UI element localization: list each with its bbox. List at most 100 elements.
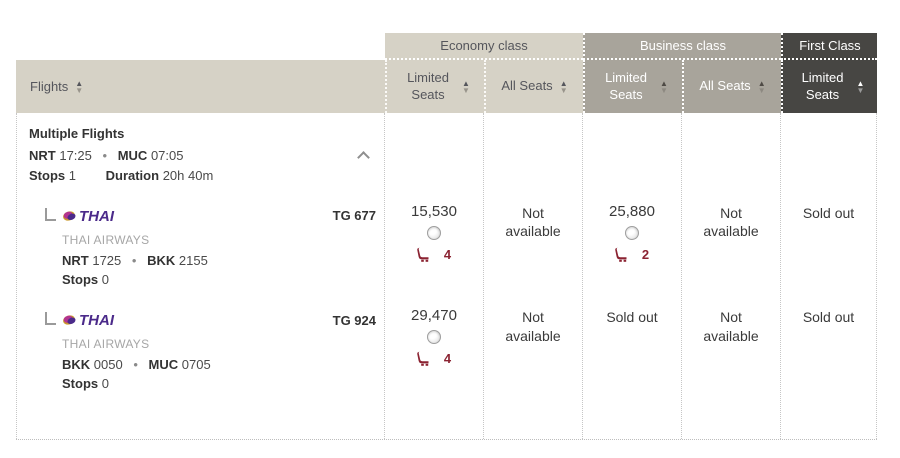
origin-time: 17:25 <box>59 148 92 163</box>
fare-status-text: Sold out <box>802 204 855 221</box>
business-limited-column: 25,880 2 Sold out <box>583 113 682 439</box>
route-separator: • <box>133 357 138 373</box>
svg-text:THAI: THAI <box>79 208 115 225</box>
fare-status-text: Not available <box>505 204 561 239</box>
fare-sold-out: Sold out <box>781 300 876 439</box>
origin-code: BKK <box>62 357 91 373</box>
class-header-spacer <box>16 33 385 60</box>
first-limited-seats-header[interactable]: Limited Seats ▲ ▼ <box>781 60 877 113</box>
economy-all-seats-label: All Seats <box>501 78 553 94</box>
stops-value: 1 <box>68 168 76 183</box>
fare-unavailable: Not available <box>682 300 780 439</box>
fare-price: 29,470 <box>411 307 457 325</box>
empty-cell <box>484 113 582 196</box>
destination-time: 2155 <box>178 252 208 268</box>
fare-status-text: Sold out <box>606 309 658 326</box>
sort-arrows-icon[interactable]: ▲ ▼ <box>660 78 668 95</box>
stops-label: Stops <box>62 376 99 392</box>
sort-arrows-icon[interactable]: ▲ ▼ <box>75 78 84 95</box>
business-all-column: Not available Not available <box>682 113 781 439</box>
group-stops-duration: Stops 1 Duration 20h 40m <box>29 168 372 183</box>
fare-status-text: Not available <box>703 309 759 344</box>
business-class-header: Business class <box>583 33 781 60</box>
seat-icon <box>417 247 429 262</box>
flight-number: TG 677 <box>332 208 376 224</box>
economy-all-column: Not available Not available <box>484 113 583 439</box>
radio-button[interactable] <box>625 225 639 240</box>
stops-value: 0 <box>101 376 109 392</box>
flights-header-label: Flights <box>30 79 69 94</box>
route-separator: • <box>102 148 108 163</box>
fare-price: 15,530 <box>411 202 457 220</box>
radio-button[interactable] <box>427 330 441 345</box>
flight-route: NRT 1725 • BKK 2155 <box>62 253 376 268</box>
empty-cell <box>583 113 681 196</box>
stops-value: 0 <box>101 271 109 287</box>
origin-time: 1725 <box>92 252 122 268</box>
connector-icon <box>45 207 56 221</box>
economy-all-seats-header[interactable]: All Seats ▲ ▼ <box>484 60 583 113</box>
fare-option[interactable]: 15,530 4 <box>385 196 483 301</box>
business-limited-seats-label: Limited Seats <box>605 70 647 102</box>
empty-cell <box>385 113 483 196</box>
economy-class-header: Economy class <box>385 33 583 60</box>
economy-class-label: Economy class <box>440 38 528 53</box>
sort-arrows-icon[interactable]: ▲ ▼ <box>757 78 766 95</box>
group-title: Multiple Flights <box>29 126 125 141</box>
thai-airways-logo: THAI <box>63 208 115 225</box>
seats-remaining: 4 <box>443 246 452 262</box>
sort-arrows-icon[interactable]: ▲ ▼ <box>856 78 865 95</box>
fare-comparison-table: Economy class Business class First Class… <box>16 33 877 440</box>
fare-status-text: Sold out <box>802 309 855 326</box>
radio-button[interactable] <box>427 225 441 240</box>
fare-sold-out: Sold out <box>781 196 876 301</box>
origin-code: NRT <box>29 148 56 163</box>
sort-arrows-icon[interactable]: ▲ ▼ <box>559 78 568 95</box>
sort-arrows-icon[interactable]: ▲ ▼ <box>462 78 470 95</box>
flights-column-header[interactable]: Flights ▲ ▼ <box>16 60 385 113</box>
first-limited-seats-label: Limited Seats <box>801 70 844 102</box>
duration-value: 20h 40m <box>162 168 214 183</box>
flight-row: THAI TG 924 THAI AIRWAYS BKK 0050 • MUC … <box>17 300 384 439</box>
stops-label: Stops <box>62 271 99 287</box>
fare-sold-out: Sold out <box>583 300 681 439</box>
destination-time: 07:05 <box>150 148 184 163</box>
route-separator: • <box>131 252 137 268</box>
business-all-seats-label: All Seats <box>699 78 751 94</box>
flight-stops: Stops 0 <box>62 272 376 287</box>
destination-code: BKK <box>147 252 176 268</box>
fare-option[interactable]: 29,470 4 <box>385 300 483 439</box>
connector-icon <box>45 312 56 326</box>
business-all-seats-header[interactable]: All Seats ▲ ▼ <box>682 60 781 113</box>
class-header-row: Economy class Business class First Class <box>16 33 877 60</box>
flight-route: BKK 0050 • MUC 0705 <box>62 357 376 372</box>
airline-name: THAI AIRWAYS <box>62 232 150 247</box>
destination-time: 0705 <box>181 357 211 373</box>
seat-icon <box>417 352 429 367</box>
business-limited-seats-header[interactable]: Limited Seats ▲ ▼ <box>583 60 682 113</box>
fare-option[interactable]: 25,880 2 <box>583 196 681 301</box>
stops-label: Stops <box>29 168 66 183</box>
fare-price: 25,880 <box>609 202 655 220</box>
seat-icon <box>615 247 627 262</box>
first-class-header: First Class <box>781 33 877 60</box>
subheader-row: Flights ▲ ▼ Limited Seats ▲ ▼ All Seats ▲ ▼… <box>16 60 877 113</box>
flight-row: THAI TG 677 THAI AIRWAYS NRT 1725 • BKK … <box>17 196 384 301</box>
first-class-label: First Class <box>799 38 861 53</box>
destination-code: MUC <box>148 357 179 373</box>
flight-number: TG 924 <box>332 312 376 328</box>
airline-name: THAI AIRWAYS <box>62 337 150 352</box>
fare-status-text: Not available <box>703 204 759 239</box>
economy-limited-seats-header[interactable]: Limited Seats ▲ ▼ <box>385 60 484 113</box>
flights-column: Multiple Flights NRT 17:25 • MUC 07:05 S… <box>16 113 385 439</box>
thai-airways-logo: THAI <box>63 312 115 329</box>
empty-cell <box>781 113 876 196</box>
economy-limited-seats-label: Limited Seats <box>407 70 449 102</box>
flight-stops: Stops 0 <box>62 376 376 391</box>
table-body: Multiple Flights NRT 17:25 • MUC 07:05 S… <box>16 113 877 440</box>
empty-cell <box>682 113 780 196</box>
destination-code: MUC <box>117 148 148 163</box>
economy-limited-column: 15,530 4 29,470 <box>385 113 484 439</box>
business-class-label: Business class <box>640 38 726 53</box>
fare-status-text: Not available <box>505 309 561 344</box>
